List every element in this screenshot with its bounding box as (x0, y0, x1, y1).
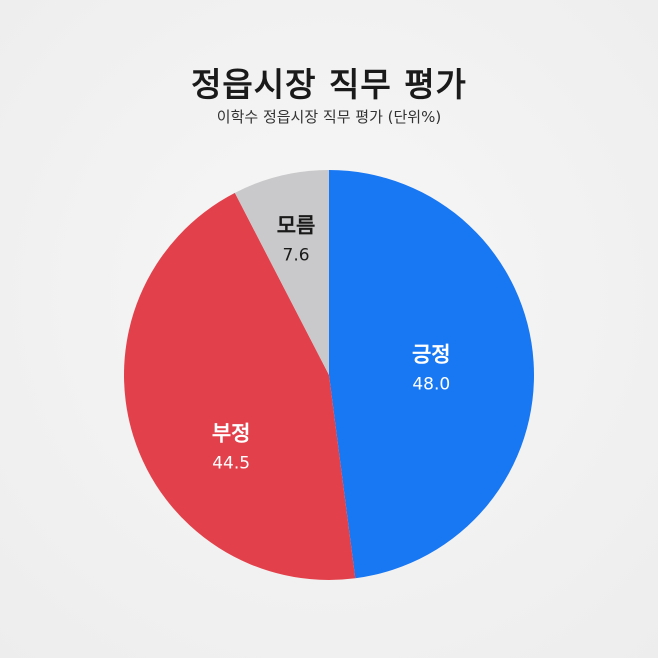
slice-label: 긍정 (412, 342, 451, 366)
pie-slice-1 (124, 192, 356, 581)
chart-title: 정읍시장 직무 평가 (191, 65, 467, 104)
chart-subtitle: 이학수 정읍시장 직무 평가 (단위%) (216, 108, 442, 126)
slice-label: 부정 (212, 422, 251, 446)
slice-value: 48.0 (412, 374, 450, 394)
slice-label: 모름 (277, 214, 316, 238)
slice-value: 44.5 (212, 454, 250, 474)
slice-value: 7.6 (283, 246, 310, 266)
pie-slice-2 (234, 170, 329, 375)
pie-slice-0 (329, 170, 534, 579)
